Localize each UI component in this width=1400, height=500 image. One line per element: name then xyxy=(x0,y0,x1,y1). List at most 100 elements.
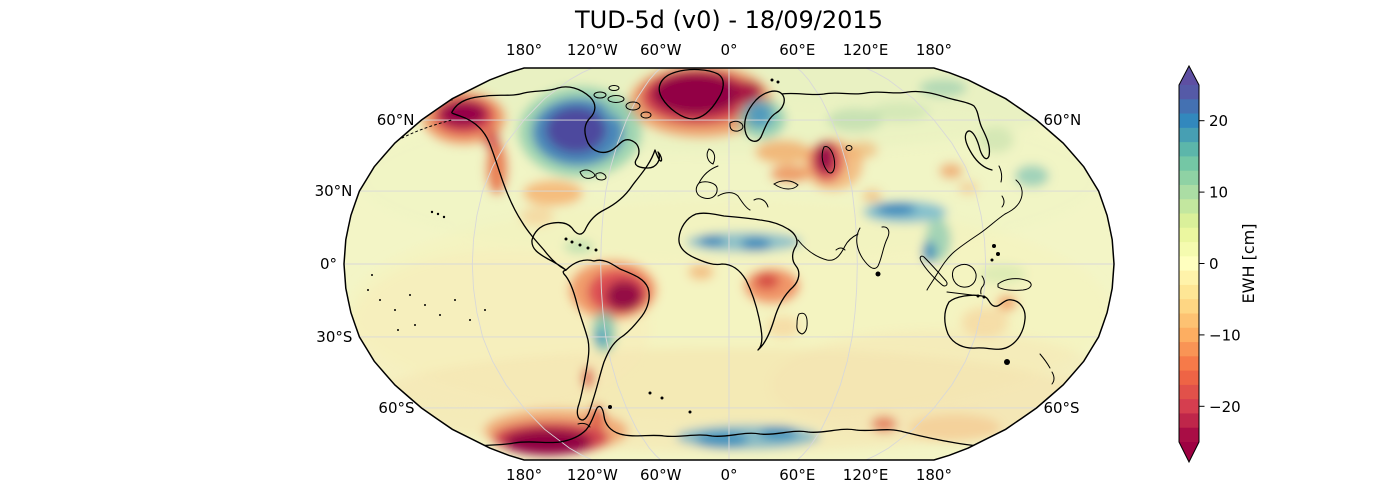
lat-tick-label-left: 30°S xyxy=(316,328,352,346)
great-lakes xyxy=(579,169,607,181)
lat-tick-label-left: 60°S xyxy=(378,399,414,417)
coastline-africa xyxy=(678,212,800,351)
coastline-greenland xyxy=(658,68,724,120)
colorbar-band xyxy=(1179,142,1199,157)
lon-tick-label-bottom: 0° xyxy=(720,466,737,484)
colorbar-band xyxy=(1179,127,1199,143)
colorbar-band xyxy=(1179,270,1199,286)
lon-tick-label-top: 120°E xyxy=(843,41,889,59)
colorbar-band xyxy=(1179,184,1199,200)
anomaly-blob xyxy=(731,81,763,103)
lon-tick-label-top: 0° xyxy=(720,41,737,59)
lon-tick-label-bottom: 120°E xyxy=(843,466,889,484)
coastline-europe xyxy=(695,148,799,211)
colorbar-band xyxy=(1179,113,1199,129)
map-boundary xyxy=(343,67,1115,461)
anomaly-blob xyxy=(606,281,642,311)
iceland xyxy=(729,120,744,132)
anomaly-blob xyxy=(862,189,882,203)
axis-labels: 180° 180° 120°W 120°W 60°W 60°W 0° 0° 60°E 60°E 12… xyxy=(315,41,1082,484)
lat-tick-label-left: 60°N xyxy=(377,111,415,129)
colorbar-band xyxy=(1179,299,1199,314)
anomaly-blob xyxy=(939,163,963,179)
coastline-australia xyxy=(944,294,1026,350)
gridline-meridian xyxy=(600,68,662,460)
coastline-north-asia xyxy=(781,90,993,171)
gridline-meridian xyxy=(865,68,987,460)
lon-tick-label-top: 180° xyxy=(916,41,952,59)
colorbar-tick-label: −20 xyxy=(1209,398,1241,416)
colorbar-band xyxy=(1179,85,1199,100)
anomaly-blob xyxy=(961,307,1009,337)
colorbar-axis-label: EWH [cm] xyxy=(1239,224,1258,304)
anomaly-blob xyxy=(483,129,501,151)
coastline-india-arabia xyxy=(797,226,890,269)
anomaly-blob xyxy=(755,140,811,164)
anomaly-blob xyxy=(922,241,936,263)
lon-tick-label-top: 60°E xyxy=(779,41,815,59)
anomaly-blob xyxy=(520,206,554,226)
colorbar-band xyxy=(1179,156,1199,172)
anomaly-blob xyxy=(766,316,800,338)
aleutian-arc xyxy=(401,119,453,139)
anomaly-blob xyxy=(1015,165,1049,187)
lat-tick-label-left: 30°N xyxy=(315,182,353,200)
anomaly-blob xyxy=(770,165,810,183)
colorbar-band xyxy=(1179,342,1199,357)
caspian-aral xyxy=(821,145,853,174)
coastline-antarctica xyxy=(461,405,1005,450)
plot-title: TUD-5d (v0) - 18/09/2015 xyxy=(575,6,883,34)
anomaly-blob xyxy=(699,235,725,247)
anomaly-blob xyxy=(816,143,834,173)
coastline-north-america xyxy=(451,86,663,271)
coastline-scandinavia xyxy=(743,90,785,142)
coastlines xyxy=(344,68,1055,450)
anomaly-blob xyxy=(415,75,467,93)
coastline-south-america xyxy=(562,259,650,421)
colorbar-tick-label: 0 xyxy=(1209,255,1219,273)
coastline-east-asia xyxy=(926,165,1023,291)
anomaly-blob xyxy=(582,367,594,389)
colorbar-band xyxy=(1179,284,1199,300)
lat-tick-label-right: 60°S xyxy=(1043,399,1079,417)
colorbar-band xyxy=(1179,227,1199,243)
lon-tick-label-top: 60°W xyxy=(640,41,682,59)
colorbar-band xyxy=(1179,99,1199,114)
colorbar-band xyxy=(1179,399,1199,414)
anomaly-blob xyxy=(978,127,1014,153)
anomaly-blob xyxy=(564,240,594,254)
colorbar-tick-label: −10 xyxy=(1209,326,1241,344)
anomaly-blob xyxy=(676,425,820,449)
coastline-se-asia-islands xyxy=(919,255,1032,296)
colorbar-band xyxy=(1179,313,1199,329)
colorbar-band xyxy=(1179,242,1199,257)
lat-tick-label-right: 60°N xyxy=(1043,111,1081,129)
anomaly-blob xyxy=(876,203,916,215)
anomaly-blob xyxy=(848,141,878,159)
anomaly-blob xyxy=(741,237,771,251)
colorbar-band xyxy=(1179,213,1199,229)
colorbar-band xyxy=(1179,256,1199,272)
colorbar-band xyxy=(1179,356,1199,371)
lat-tick-label-left: 0° xyxy=(320,255,337,273)
colorbar-band xyxy=(1179,199,1199,214)
lon-tick-label-bottom: 120°W xyxy=(567,466,618,484)
anomaly-blob xyxy=(523,180,583,206)
anomaly-blob xyxy=(589,404,605,430)
anomaly-blob xyxy=(652,73,740,115)
colorbar-tick-label: 20 xyxy=(1209,112,1228,130)
anomaly-blob xyxy=(997,295,1017,311)
colorbar-tick-label: 10 xyxy=(1209,184,1228,202)
colorbar-band xyxy=(1179,370,1199,386)
colorbar-band xyxy=(1179,327,1199,343)
anomaly-blob xyxy=(688,264,714,280)
anomaly-blob xyxy=(958,181,978,195)
graticule xyxy=(344,68,1114,460)
anomaly-blob xyxy=(755,273,779,289)
anomaly-blob xyxy=(870,102,930,122)
lon-tick-label-bottom: 60°E xyxy=(779,466,815,484)
anomaly-blob xyxy=(546,107,606,153)
colorbar-outline xyxy=(1178,64,1200,464)
